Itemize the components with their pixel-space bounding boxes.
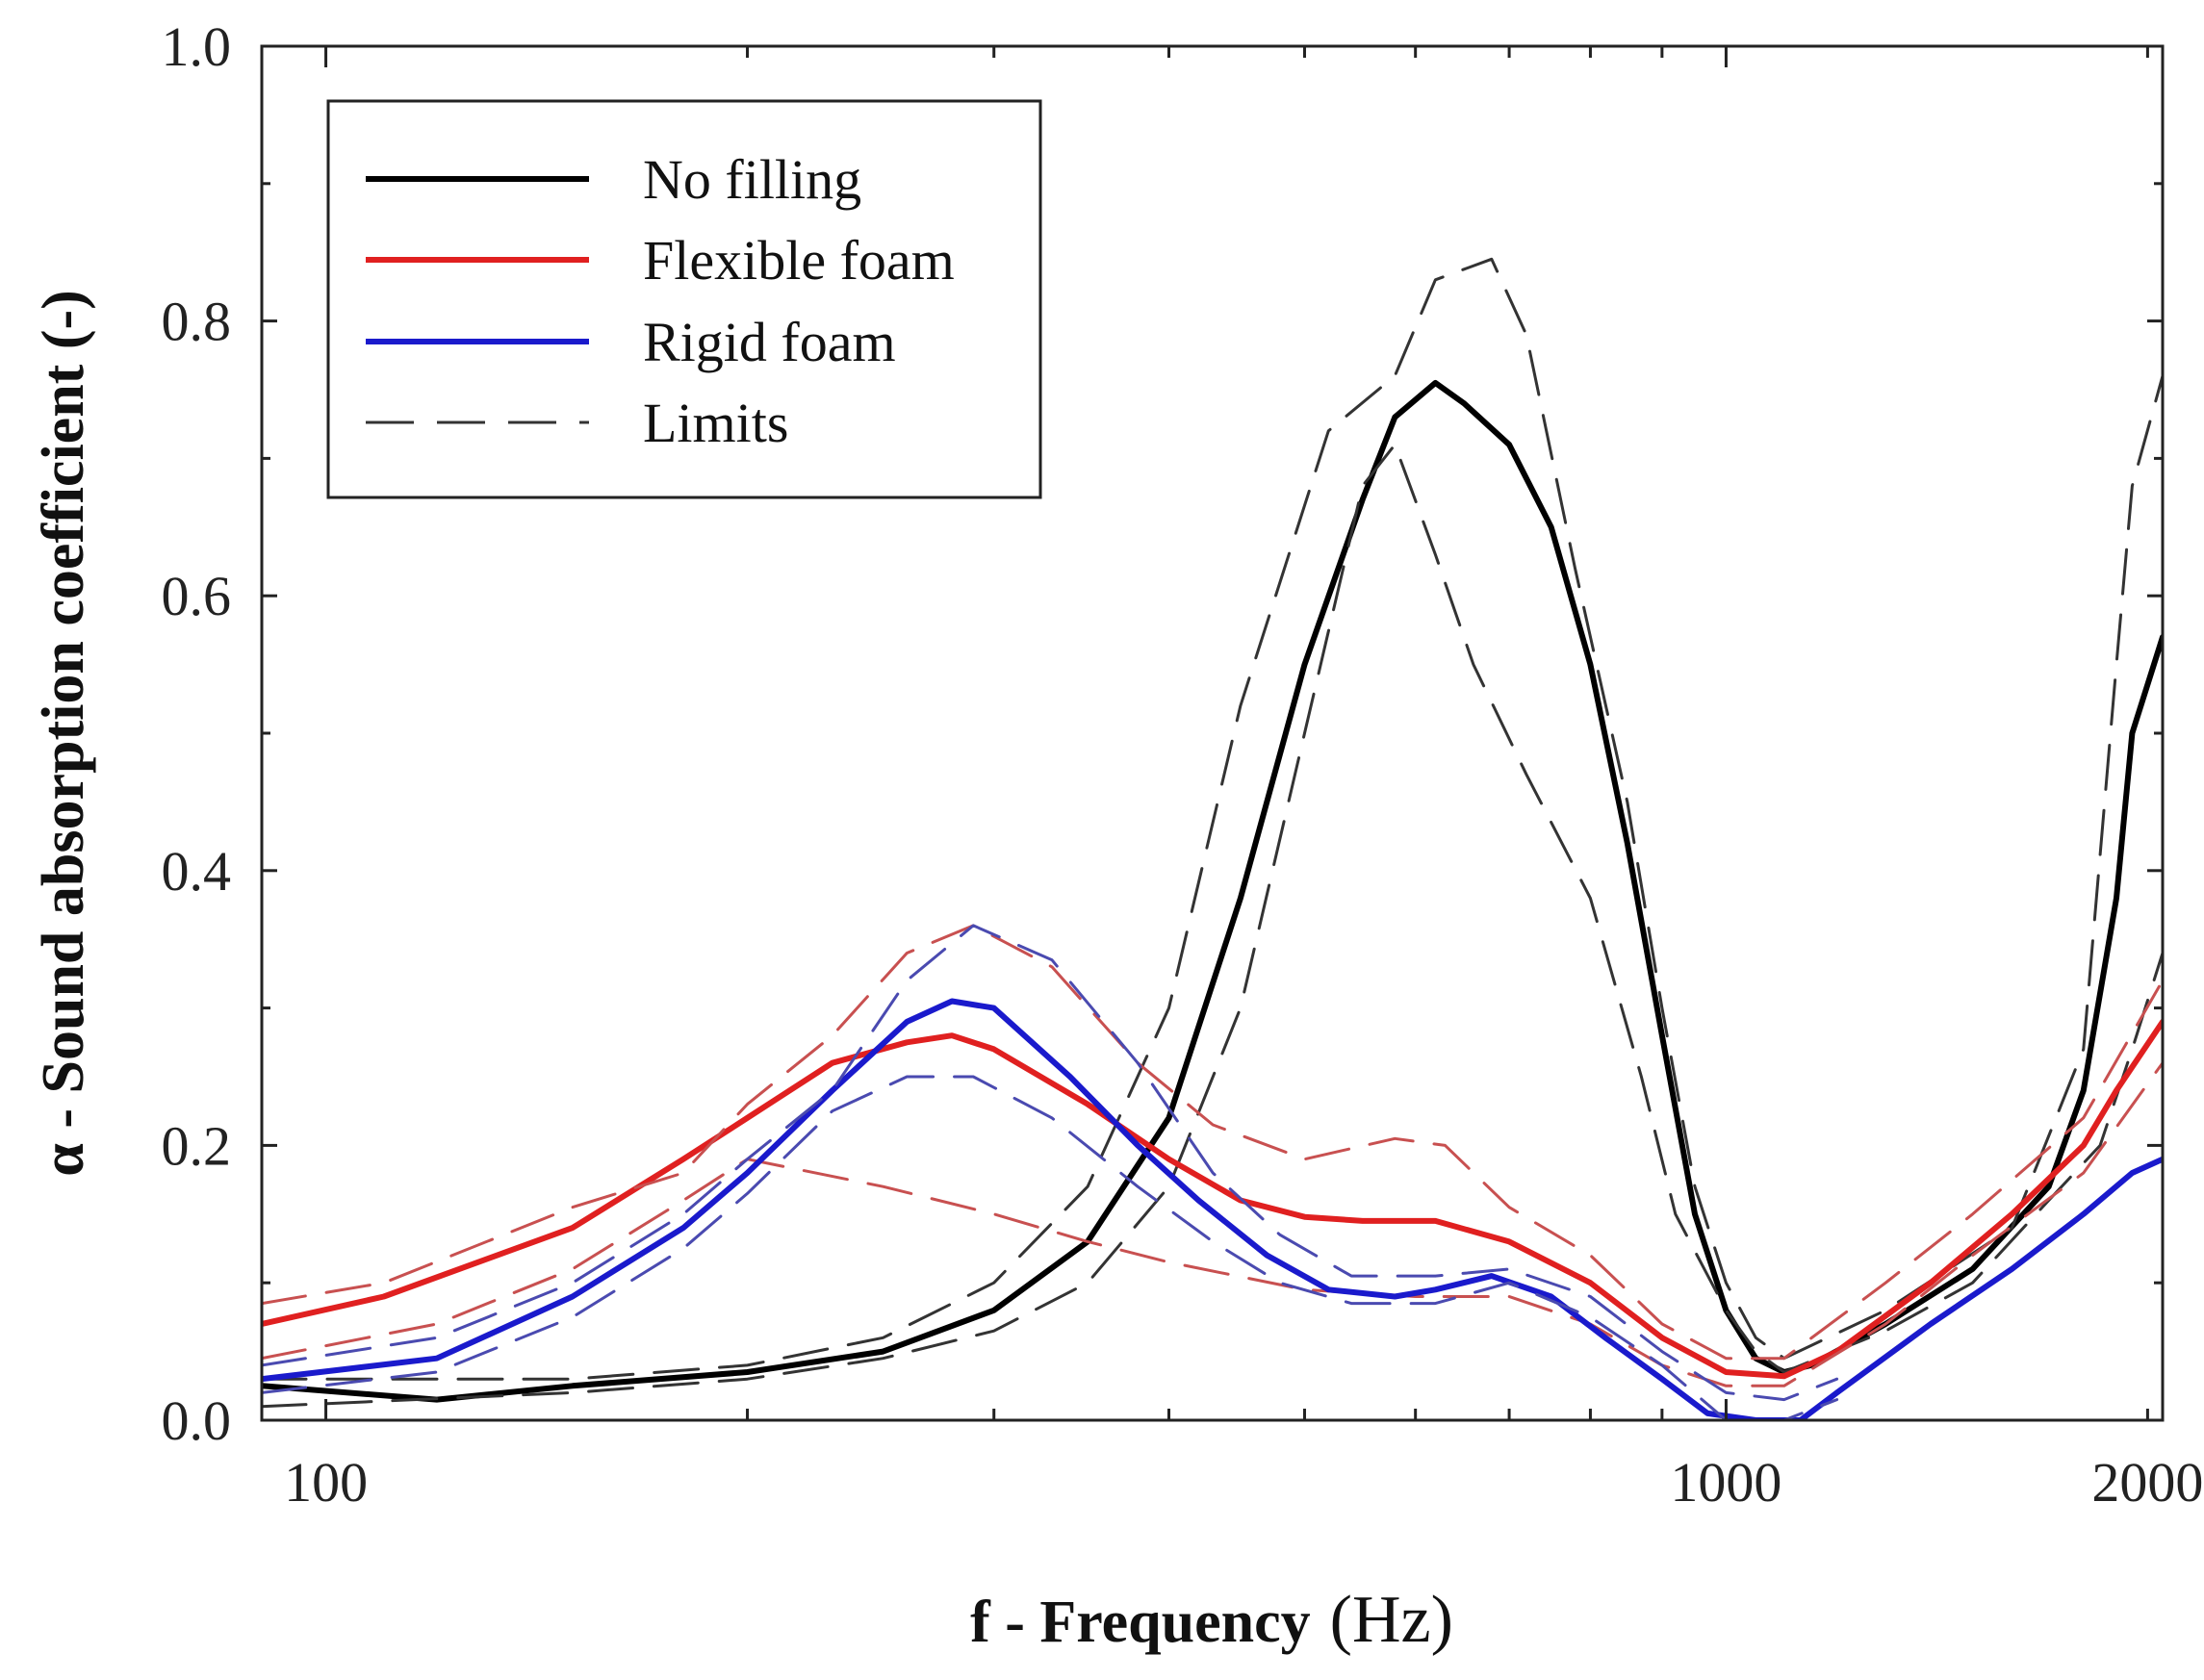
legend-label-no-filling: No filling [643,148,861,211]
legend-box [326,99,1042,499]
ticks-layer [262,44,2163,1422]
x-axis-unit: (Hz) [1330,1583,1453,1657]
y-tick-label-0.4: 0.4 [162,840,232,903]
y-axis-title: α - Sound absorption coefficient (-) [31,290,96,1177]
y-tick-label-0.8: 0.8 [162,291,232,353]
y-tick-label-0.6: 0.6 [162,565,232,627]
series-layer [262,257,2163,1420]
legend-label-flexible-foam: Flexible foam [643,229,955,292]
legend-label-limits: Limits [643,392,788,454]
series-line-rigid-foam-limit-lower [262,1075,1839,1420]
series-line-flexible-foam [262,1018,2163,1380]
x-axis-title-text: f - Frequency [970,1590,1311,1655]
y-tick-label-0: 0.0 [162,1389,232,1452]
series-line-flexible-foam-limit-upper [262,924,2163,1361]
series-line-rigid-foam [262,998,2163,1420]
y-tick-label-0.2: 0.2 [162,1114,232,1177]
series-line-flexible-foam-limit-lower [262,1061,2163,1387]
x-tick-label-100: 100 [284,1451,368,1514]
x-tick-label-2000: 2000 [2091,1451,2203,1514]
legend: No filling Flexible foam Rigid foam Limi… [326,99,1042,499]
legend-label-rigid-foam: Rigid foam [643,311,896,373]
y-tick-label-1.0: 1.0 [162,15,232,78]
series-line-no-filling [262,379,2163,1403]
series-line-no-filling-limit-lower [262,443,2163,1409]
x-axis-title: f - Frequency (Hz) [970,1583,1453,1657]
x-tick-label-1000: 1000 [1670,1451,1781,1514]
series-line-rigid-foam-limit-upper [262,924,1839,1402]
